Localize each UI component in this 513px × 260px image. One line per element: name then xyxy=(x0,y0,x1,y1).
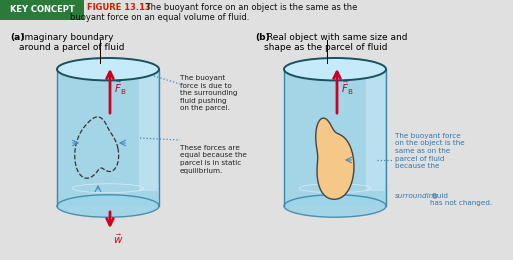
Text: The buoyant force on an object is the same as the: The buoyant force on an object is the sa… xyxy=(143,3,358,12)
Text: FIGURE 13.13: FIGURE 13.13 xyxy=(87,3,151,12)
Ellipse shape xyxy=(57,195,159,217)
Text: surrounding: surrounding xyxy=(395,193,439,199)
Text: (a): (a) xyxy=(10,33,25,42)
Ellipse shape xyxy=(284,195,386,217)
Text: fluid
has not changed.: fluid has not changed. xyxy=(430,193,492,206)
Text: buoyant force on an equal volume of fluid.: buoyant force on an equal volume of flui… xyxy=(70,12,250,22)
Text: The buoyant force
on the object is the
same as on the
parcel of fluid
because th: The buoyant force on the object is the s… xyxy=(395,133,465,177)
Polygon shape xyxy=(315,118,354,199)
Polygon shape xyxy=(366,69,385,191)
Text: (b): (b) xyxy=(255,33,270,42)
Text: These forces are
equal because the
parcel is in static
equilibrium.: These forces are equal because the parce… xyxy=(180,145,247,173)
Text: Real object with same size and
shape as the parcel of fluid: Real object with same size and shape as … xyxy=(264,33,407,53)
Ellipse shape xyxy=(57,58,159,80)
Polygon shape xyxy=(139,69,158,191)
Text: Imaginary boundary
around a parcel of fluid: Imaginary boundary around a parcel of fl… xyxy=(19,33,125,53)
Text: $\vec{w}$: $\vec{w}$ xyxy=(113,233,124,246)
FancyBboxPatch shape xyxy=(0,0,84,20)
Text: $\vec{F}_{\rm B}$: $\vec{F}_{\rm B}$ xyxy=(114,79,127,97)
Text: The buoyant
force is due to
the surrounding
fluid pushing
on the parcel.: The buoyant force is due to the surround… xyxy=(180,75,238,111)
Text: KEY CONCEPT: KEY CONCEPT xyxy=(10,5,74,15)
Polygon shape xyxy=(57,69,159,206)
Ellipse shape xyxy=(284,58,386,80)
Polygon shape xyxy=(284,69,386,206)
Text: $\vec{F}_{\rm B}$: $\vec{F}_{\rm B}$ xyxy=(341,79,353,97)
